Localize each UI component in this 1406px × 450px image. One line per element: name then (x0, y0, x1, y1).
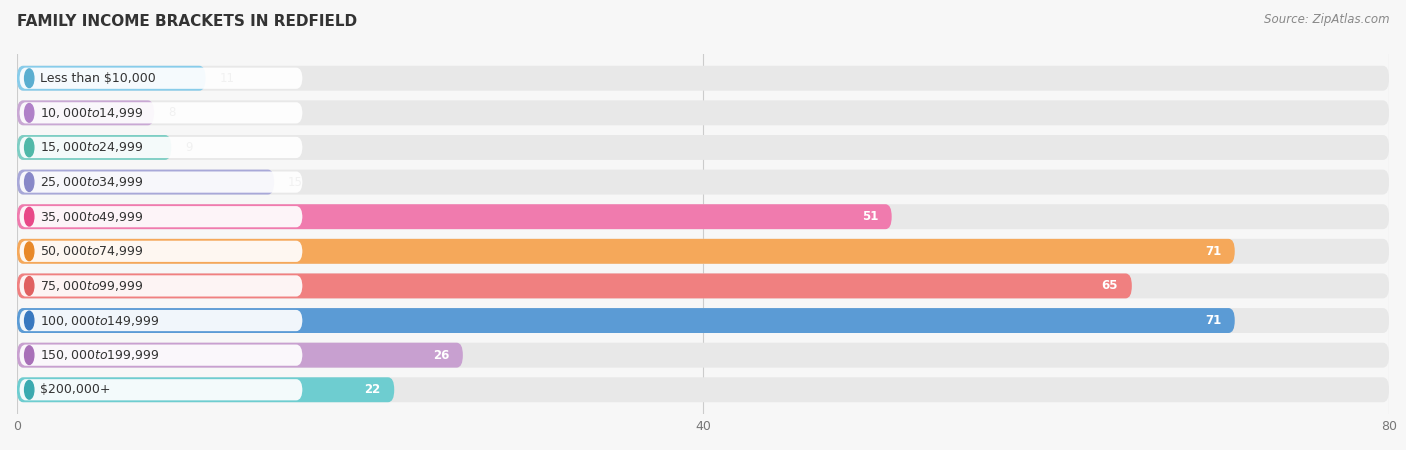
FancyBboxPatch shape (17, 274, 1389, 298)
FancyBboxPatch shape (17, 100, 155, 125)
Text: 51: 51 (862, 210, 877, 223)
FancyBboxPatch shape (17, 100, 1389, 125)
Circle shape (24, 207, 34, 226)
Circle shape (24, 69, 34, 88)
Circle shape (24, 346, 34, 365)
Circle shape (24, 311, 34, 330)
FancyBboxPatch shape (17, 239, 1234, 264)
FancyBboxPatch shape (20, 171, 302, 193)
Text: 71: 71 (1205, 245, 1220, 258)
FancyBboxPatch shape (17, 204, 891, 229)
FancyBboxPatch shape (17, 274, 1132, 298)
FancyBboxPatch shape (20, 241, 302, 262)
Circle shape (24, 380, 34, 399)
Text: 8: 8 (167, 106, 176, 119)
Text: 9: 9 (186, 141, 193, 154)
FancyBboxPatch shape (17, 377, 1389, 402)
Circle shape (24, 104, 34, 122)
FancyBboxPatch shape (20, 137, 302, 158)
Text: 71: 71 (1205, 314, 1220, 327)
FancyBboxPatch shape (17, 377, 394, 402)
Text: $15,000 to $24,999: $15,000 to $24,999 (39, 140, 143, 154)
FancyBboxPatch shape (17, 135, 172, 160)
Text: 22: 22 (364, 383, 381, 396)
Circle shape (24, 138, 34, 157)
Text: 11: 11 (219, 72, 235, 85)
FancyBboxPatch shape (17, 343, 1389, 368)
Text: 65: 65 (1102, 279, 1118, 292)
FancyBboxPatch shape (20, 102, 302, 123)
Text: 15: 15 (288, 176, 302, 189)
Circle shape (24, 173, 34, 191)
Text: $75,000 to $99,999: $75,000 to $99,999 (39, 279, 143, 293)
Text: $150,000 to $199,999: $150,000 to $199,999 (39, 348, 159, 362)
FancyBboxPatch shape (17, 66, 1389, 91)
Text: Source: ZipAtlas.com: Source: ZipAtlas.com (1264, 14, 1389, 27)
Text: $200,000+: $200,000+ (39, 383, 111, 396)
Text: $10,000 to $14,999: $10,000 to $14,999 (39, 106, 143, 120)
FancyBboxPatch shape (17, 343, 463, 368)
Text: $100,000 to $149,999: $100,000 to $149,999 (39, 314, 159, 328)
Circle shape (24, 242, 34, 261)
FancyBboxPatch shape (20, 68, 302, 89)
Text: Less than $10,000: Less than $10,000 (39, 72, 156, 85)
Circle shape (24, 277, 34, 295)
FancyBboxPatch shape (17, 308, 1389, 333)
FancyBboxPatch shape (17, 66, 205, 91)
FancyBboxPatch shape (17, 204, 1389, 229)
Text: $25,000 to $34,999: $25,000 to $34,999 (39, 175, 143, 189)
Text: FAMILY INCOME BRACKETS IN REDFIELD: FAMILY INCOME BRACKETS IN REDFIELD (17, 14, 357, 28)
FancyBboxPatch shape (17, 308, 1234, 333)
FancyBboxPatch shape (20, 379, 302, 400)
Text: $35,000 to $49,999: $35,000 to $49,999 (39, 210, 143, 224)
FancyBboxPatch shape (20, 310, 302, 331)
Text: 26: 26 (433, 349, 449, 362)
Text: $50,000 to $74,999: $50,000 to $74,999 (39, 244, 143, 258)
FancyBboxPatch shape (17, 135, 1389, 160)
FancyBboxPatch shape (17, 239, 1389, 264)
FancyBboxPatch shape (20, 275, 302, 297)
FancyBboxPatch shape (17, 170, 1389, 194)
FancyBboxPatch shape (17, 170, 274, 194)
FancyBboxPatch shape (20, 345, 302, 366)
FancyBboxPatch shape (20, 206, 302, 227)
